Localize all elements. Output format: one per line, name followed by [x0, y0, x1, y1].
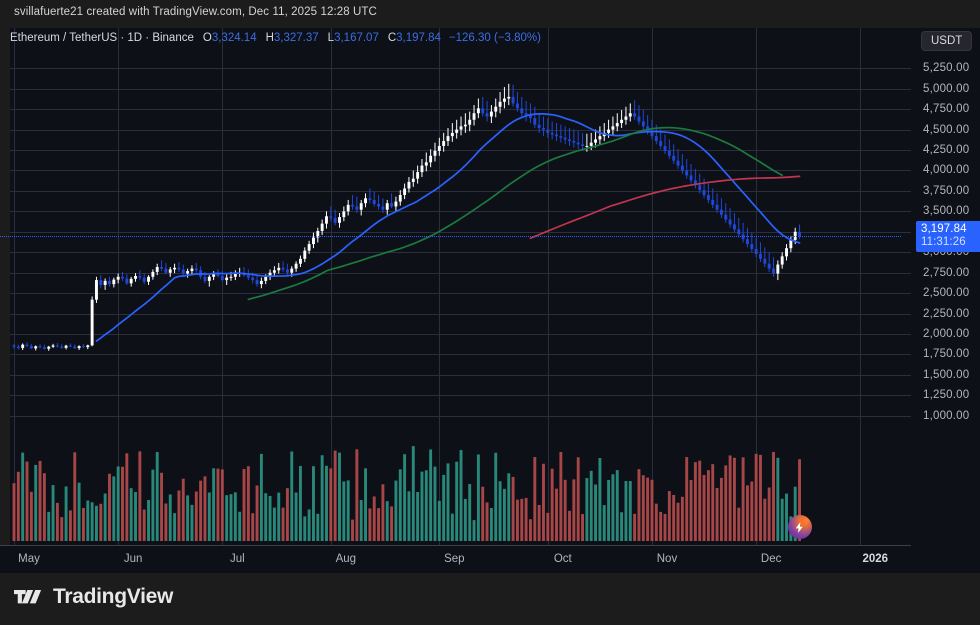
price-tick-label: 4,500.00 [923, 123, 970, 136]
current-time-value: 11:31:26 [921, 236, 966, 249]
current-price-line [0, 236, 901, 238]
price-tick-label: 2,750.00 [923, 266, 970, 279]
bolt-alert-dot [802, 517, 809, 524]
chart-area[interactable]: USDT 3,197.84 11:31:26 5,250.00 5,000.00 4… [0, 28, 980, 573]
tradingview-wordmark: TradingView [53, 585, 174, 608]
time-tick-label: Aug [335, 553, 357, 565]
time-tick-label: Dec [760, 553, 782, 565]
time-axis[interactable]: May Jun Jul Aug Sep Oct Nov Dec 2026 [0, 546, 980, 573]
chart-legend: Ethereum / TetherUS · 1D · Binance O3,324… [10, 28, 541, 48]
lightning-bolt-icon[interactable] [787, 515, 812, 539]
left-gutter [0, 28, 10, 573]
tradingview-logo[interactable]: TradingView [14, 585, 173, 609]
price-tick-label: 5,000.00 [923, 82, 970, 95]
time-tick-label: 2026 [862, 553, 889, 565]
price-tick-label: 4,000.00 [923, 164, 970, 177]
price-tick-label: 4,250.00 [923, 144, 970, 157]
time-tick-label: May [18, 553, 40, 565]
current-price-value: 3,197.84 [921, 223, 967, 236]
currency-badge: USDT [921, 31, 973, 51]
current-price-badge: 3,197.84 11:31:26 [916, 221, 980, 253]
time-tick-label: Oct [553, 553, 572, 565]
price-tick-label: 1,750.00 [923, 348, 970, 361]
tradingview-mark-icon [14, 589, 42, 603]
time-axis-divider [0, 545, 980, 546]
ohlc-low: L3,167.07 [327, 32, 379, 44]
price-tick-label: 1,000.00 [923, 409, 970, 422]
ohlc-high: H3,327.37 [265, 32, 319, 44]
time-tick-label: Sep [444, 553, 465, 565]
chart-pane[interactable] [10, 28, 911, 545]
price-tick-label: 1,500.00 [923, 368, 970, 381]
price-tick-label: 5,250.00 [923, 62, 970, 75]
ohlc-open: O3,324.14 [202, 32, 257, 44]
time-tick-label: Jun [123, 553, 143, 565]
time-tick-label: Nov [656, 553, 678, 565]
attribution-text: svillafuerte21 created with TradingView.… [14, 6, 377, 18]
price-tick-label: 1,250.00 [923, 389, 970, 402]
ohlc-close: C3,197.84 [387, 32, 441, 44]
attribution-bar: svillafuerte21 created with TradingView.… [0, 0, 980, 28]
price-plot [10, 28, 911, 545]
price-tick-label: 3,750.00 [923, 184, 970, 197]
time-tick-label: Jul [229, 553, 245, 565]
footer-bar: TradingView [0, 573, 980, 625]
symbol-label[interactable]: Ethereum / TetherUS · 1D · Binance [10, 32, 194, 44]
price-tick-label: 2,000.00 [923, 328, 970, 341]
price-tick-label: 2,250.00 [923, 307, 970, 320]
ohlc-change: −126.30 (−3.80%) [448, 32, 541, 44]
price-tick-label: 3,500.00 [923, 205, 970, 218]
price-tick-label: 4,750.00 [923, 103, 970, 116]
price-axis[interactable]: USDT 3,197.84 11:31:26 5,250.00 5,000.00 4… [911, 28, 980, 573]
price-tick-label: 2,500.00 [923, 287, 970, 300]
